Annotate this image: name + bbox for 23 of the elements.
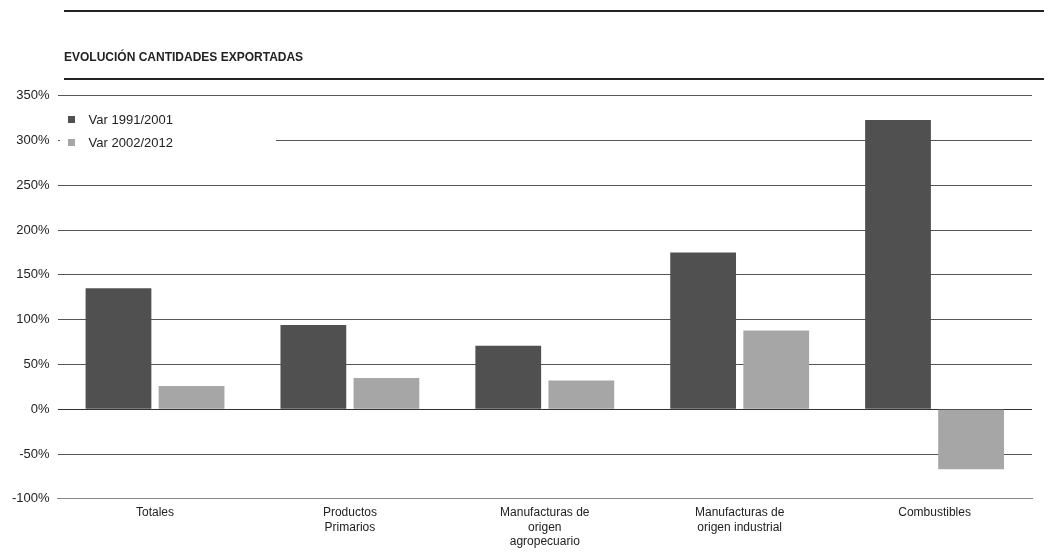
y-tick-label: 350% xyxy=(16,87,51,103)
x-tick-label: Combustibles xyxy=(898,505,971,520)
x-tick-label: Manufacturas de origen agropecuario xyxy=(500,505,590,549)
bar xyxy=(548,380,615,409)
y-tick-label: -50% xyxy=(19,445,51,461)
y-tick-label: 300% xyxy=(16,132,51,148)
bar xyxy=(158,385,225,409)
x-tick-label: Totales xyxy=(136,505,175,520)
x-tick-label: Manufacturas de origen industrial xyxy=(694,505,785,534)
y-tick-label: 50% xyxy=(23,356,51,372)
chart-title: EVOLUCIÓN CANTIDADES EXPORTADAS xyxy=(64,10,1044,80)
bar xyxy=(938,409,1004,470)
x-tick-label: Productos Primarios xyxy=(322,505,377,534)
y-tick-label: 200% xyxy=(16,221,51,237)
bar xyxy=(743,330,810,409)
y-tick-label: 0% xyxy=(30,400,51,416)
y-tick-label: 150% xyxy=(16,266,51,282)
y-tick-label: 100% xyxy=(16,311,51,327)
y-tick-label: -100% xyxy=(12,490,51,506)
y-tick-label: 250% xyxy=(16,176,51,192)
legend-label: Var 2002/2012 xyxy=(88,134,173,150)
bar xyxy=(353,377,420,409)
legend-label: Var 1991/2001 xyxy=(88,111,173,127)
